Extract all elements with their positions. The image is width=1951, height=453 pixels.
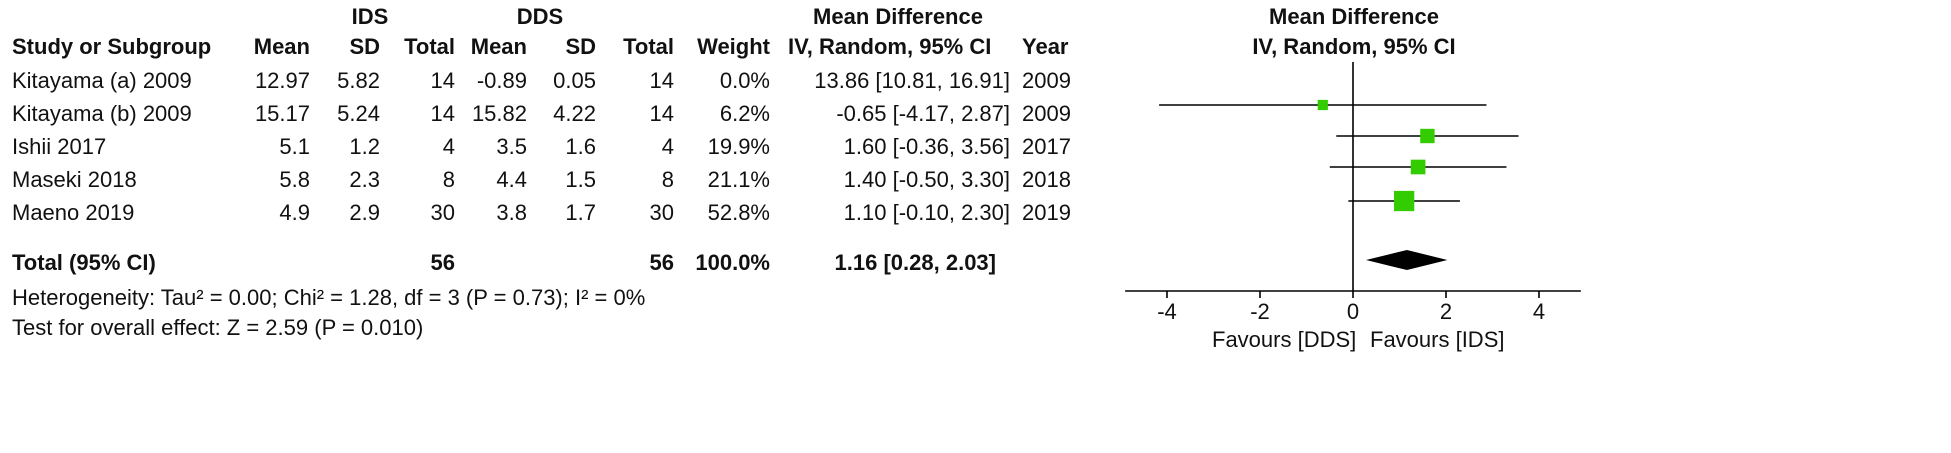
total-n1: 56 — [430, 250, 455, 275]
x-tick-label: 2 — [1440, 299, 1452, 324]
study-marker — [1317, 99, 1328, 111]
weight-cell: 19.9% — [707, 134, 770, 159]
sd2-cell: 1.7 — [565, 200, 596, 225]
weight-cell: 52.8% — [707, 200, 770, 225]
total-weight: 100.0% — [695, 250, 770, 275]
n2-cell: 8 — [661, 167, 674, 192]
mean2-cell: 4.4 — [496, 167, 527, 192]
mean1-cell: 5.8 — [279, 167, 310, 192]
study-marker — [1410, 159, 1426, 175]
n2-cell: 14 — [649, 68, 674, 93]
year-cell: 2009 — [1022, 68, 1071, 93]
sd2-cell: 4.22 — [553, 101, 596, 126]
sd2-cell: 1.5 — [565, 167, 596, 192]
study-name: Kitayama (a) 2009 — [12, 68, 192, 93]
mean1-cell: 5.1 — [279, 134, 310, 159]
sd1-header: SD — [349, 34, 380, 59]
heterogeneity-text: Heterogeneity: Tau² = 0.00; Chi² = 1.28,… — [12, 285, 646, 310]
x-tick-label: -2 — [1250, 299, 1270, 324]
study-header: Study or Subgroup — [12, 34, 212, 59]
x-tick-label: 0 — [1347, 299, 1359, 324]
weight-header: Weight — [697, 34, 770, 59]
total-n2: 56 — [649, 250, 674, 275]
sd1-cell: 2.9 — [349, 200, 380, 225]
n1-cell: 14 — [430, 101, 455, 126]
sd1-cell: 5.82 — [337, 68, 380, 93]
mean1-cell: 12.97 — [254, 68, 310, 93]
md-sub-header: IV, Random, 95% CI — [788, 34, 992, 59]
weight-cell: 21.1% — [707, 167, 770, 192]
sd1-cell: 2.3 — [349, 167, 380, 192]
year-cell: 2017 — [1022, 134, 1071, 159]
mean1-header: Mean — [253, 34, 310, 59]
n1-cell: 4 — [442, 134, 455, 159]
sd1-cell: 5.24 — [337, 101, 380, 126]
study-name: Maseki 2018 — [12, 167, 137, 192]
favours-right-label: Favours [IDS] — [1370, 327, 1505, 352]
n1-cell: 30 — [430, 200, 455, 225]
sd2-header: SD — [565, 34, 596, 59]
mean1-cell: 4.9 — [279, 200, 310, 225]
study-name: Maeno 2019 — [12, 200, 135, 225]
total1-header: Total — [404, 34, 455, 59]
total-md: 1.16 [0.28, 2.03] — [834, 250, 996, 275]
md-cell: 13.86 [10.81, 16.91] — [814, 68, 1010, 93]
total2-header: Total — [623, 34, 674, 59]
total-label: Total (95% CI) — [12, 250, 156, 275]
x-tick-label: -4 — [1157, 299, 1177, 324]
study-name: Kitayama (b) 2009 — [12, 101, 192, 126]
study-name: Ishii 2017 — [12, 134, 107, 159]
plot-subtitle: IV, Random, 95% CI — [1252, 34, 1456, 59]
weight-cell: 0.0% — [719, 68, 770, 93]
sd2-cell: 1.6 — [565, 134, 596, 159]
sd2-cell: 0.05 — [553, 68, 596, 93]
n2-cell: 14 — [649, 101, 674, 126]
plot-title: Mean Difference — [1269, 4, 1439, 29]
md-cell: -0.65 [-4.17, 2.87] — [836, 101, 1010, 126]
mean2-header: Mean — [470, 34, 527, 59]
md-cell: 1.60 [-0.36, 3.56] — [843, 134, 1010, 159]
n1-cell: 8 — [442, 167, 455, 192]
weight-cell: 6.2% — [719, 101, 770, 126]
year-cell: 2018 — [1022, 167, 1071, 192]
group2-header: DDS — [516, 4, 564, 29]
n1-cell: 14 — [430, 68, 455, 93]
year-cell: 2009 — [1022, 101, 1071, 126]
mean1-cell: 15.17 — [254, 101, 310, 126]
overall-effect-text: Test for overall effect: Z = 2.59 (P = 0… — [12, 315, 424, 340]
group1-header: IDS — [351, 4, 389, 29]
md-header: Mean Difference — [813, 4, 983, 29]
x-tick-label: 4 — [1533, 299, 1545, 324]
md-cell: 1.10 [-0.10, 2.30] — [843, 200, 1010, 225]
year-cell: 2019 — [1022, 200, 1071, 225]
mean2-cell: 15.82 — [471, 101, 527, 126]
study-marker — [1394, 190, 1415, 212]
n2-cell: 4 — [661, 134, 674, 159]
sd1-cell: 1.2 — [349, 134, 380, 159]
mean2-cell: -0.89 — [476, 68, 527, 93]
pooled-diamond — [1366, 250, 1448, 270]
md-cell: 1.40 [-0.50, 3.30] — [843, 167, 1010, 192]
n2-cell: 30 — [649, 200, 674, 225]
favours-left-label: Favours [DDS] — [1212, 327, 1357, 352]
study-marker — [1420, 128, 1435, 144]
year-header: Year — [1022, 34, 1069, 59]
mean2-cell: 3.8 — [496, 200, 527, 225]
mean2-cell: 3.5 — [496, 134, 527, 159]
